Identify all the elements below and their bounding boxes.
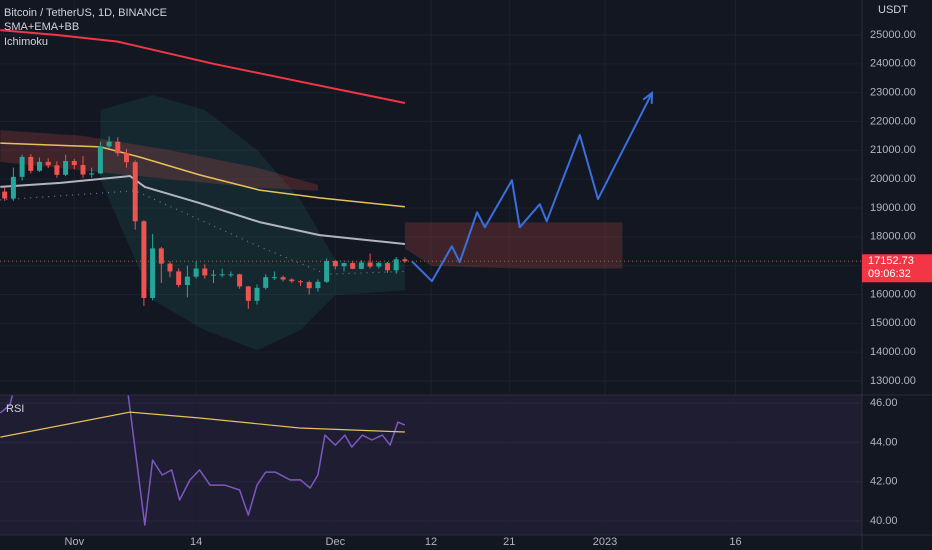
candle-body xyxy=(19,156,25,177)
y-tick-label: 25000.00 xyxy=(870,29,916,41)
x-tick-label: 16 xyxy=(729,536,741,548)
indicator-line xyxy=(0,190,405,275)
candle-body xyxy=(141,221,147,298)
candle-body xyxy=(115,141,121,154)
candle-body xyxy=(123,153,129,163)
candle-body xyxy=(350,263,356,269)
main-pane xyxy=(0,29,862,351)
y-tick-label: 15000.00 xyxy=(870,317,916,329)
indicator-line xyxy=(411,92,653,283)
candle-body xyxy=(202,268,208,276)
rsi-line xyxy=(0,411,405,438)
indicator-line xyxy=(0,175,406,245)
candle-body xyxy=(36,161,42,171)
x-tick-label: Dec xyxy=(326,536,346,548)
candle-body xyxy=(402,259,408,262)
y-tick-label: 14000.00 xyxy=(870,346,916,358)
y-tick-label: 42.00 xyxy=(870,476,898,488)
candle-body xyxy=(71,160,77,166)
countdown-label: 09:06:32 xyxy=(868,268,911,280)
candle-body xyxy=(150,248,156,298)
candle-body xyxy=(341,263,347,267)
candle-body xyxy=(54,165,60,175)
candle-body xyxy=(184,276,190,285)
y-tick-label: 40.00 xyxy=(870,515,898,527)
axes: 13000.0014000.0015000.0016000.0017000.00… xyxy=(65,29,916,548)
x-tick-label: 12 xyxy=(425,536,437,548)
y-tick-label: 46.00 xyxy=(870,397,898,409)
last-price-tag xyxy=(862,254,932,283)
candle-body xyxy=(237,274,243,287)
y-tick-label: 24000.00 xyxy=(870,58,916,70)
candle-body xyxy=(376,263,382,267)
y-tick-label: 21000.00 xyxy=(870,144,916,156)
candle-body xyxy=(158,248,164,264)
candle-body xyxy=(306,282,312,289)
candle-body xyxy=(263,277,269,288)
y-tick-label: 18000.00 xyxy=(870,231,916,243)
y-tick-label: 44.00 xyxy=(870,436,898,448)
candle-body xyxy=(245,286,251,301)
candle-body xyxy=(254,287,260,301)
x-tick-label: Nov xyxy=(65,536,85,548)
band xyxy=(0,130,318,191)
candle-body xyxy=(80,165,86,175)
candle-body xyxy=(106,141,112,147)
y-tick-label: 20000.00 xyxy=(870,173,916,185)
candle-body xyxy=(384,263,390,271)
candle-body xyxy=(167,263,173,272)
candle-body xyxy=(63,160,69,175)
x-tick-label: 2023 xyxy=(593,536,617,548)
rsi-title: RSI xyxy=(6,403,24,415)
candle-body xyxy=(280,277,286,280)
candle-body xyxy=(89,173,95,175)
candle-body xyxy=(176,271,182,285)
y-tick-label: 19000.00 xyxy=(870,202,916,214)
y-axis-label: USDT xyxy=(878,4,908,16)
x-tick-label: 14 xyxy=(190,536,202,548)
candle-body xyxy=(228,274,234,276)
candle-body xyxy=(332,261,338,267)
chart-title: Bitcoin / TetherUS, 1D, BINANCE xyxy=(4,7,167,19)
candle-body xyxy=(271,277,277,279)
y-tick-label: 23000.00 xyxy=(870,87,916,99)
candle-body xyxy=(315,281,321,289)
rsi-pane xyxy=(0,395,406,526)
band xyxy=(100,95,405,351)
arrow-head xyxy=(642,90,654,104)
candle-body xyxy=(297,281,303,283)
candle-body xyxy=(193,268,199,277)
candle-body xyxy=(324,261,330,282)
candle-body xyxy=(97,146,103,174)
rsi-line xyxy=(0,395,406,526)
candle-body xyxy=(28,156,34,171)
y-tick-label: 13000.00 xyxy=(870,375,916,387)
candle-body xyxy=(367,262,373,267)
x-tick-label: 21 xyxy=(503,536,515,548)
candle-body xyxy=(393,259,399,271)
candle-body xyxy=(45,161,51,166)
indicator-line xyxy=(0,29,406,104)
indicator-label: SMA+EMA+BB xyxy=(4,21,79,33)
candle-body xyxy=(219,274,225,276)
last-price-label: 17152.73 xyxy=(868,255,914,267)
candle-body xyxy=(2,191,8,199)
band xyxy=(404,222,623,269)
indicator-label: Ichimoku xyxy=(4,36,48,48)
candle-body xyxy=(10,176,16,199)
candle-body xyxy=(210,274,216,276)
candle-body xyxy=(132,162,138,222)
candle-body xyxy=(358,262,364,269)
candle-body xyxy=(289,279,295,282)
y-tick-label: 22000.00 xyxy=(870,115,916,127)
y-tick-label: 16000.00 xyxy=(870,288,916,300)
